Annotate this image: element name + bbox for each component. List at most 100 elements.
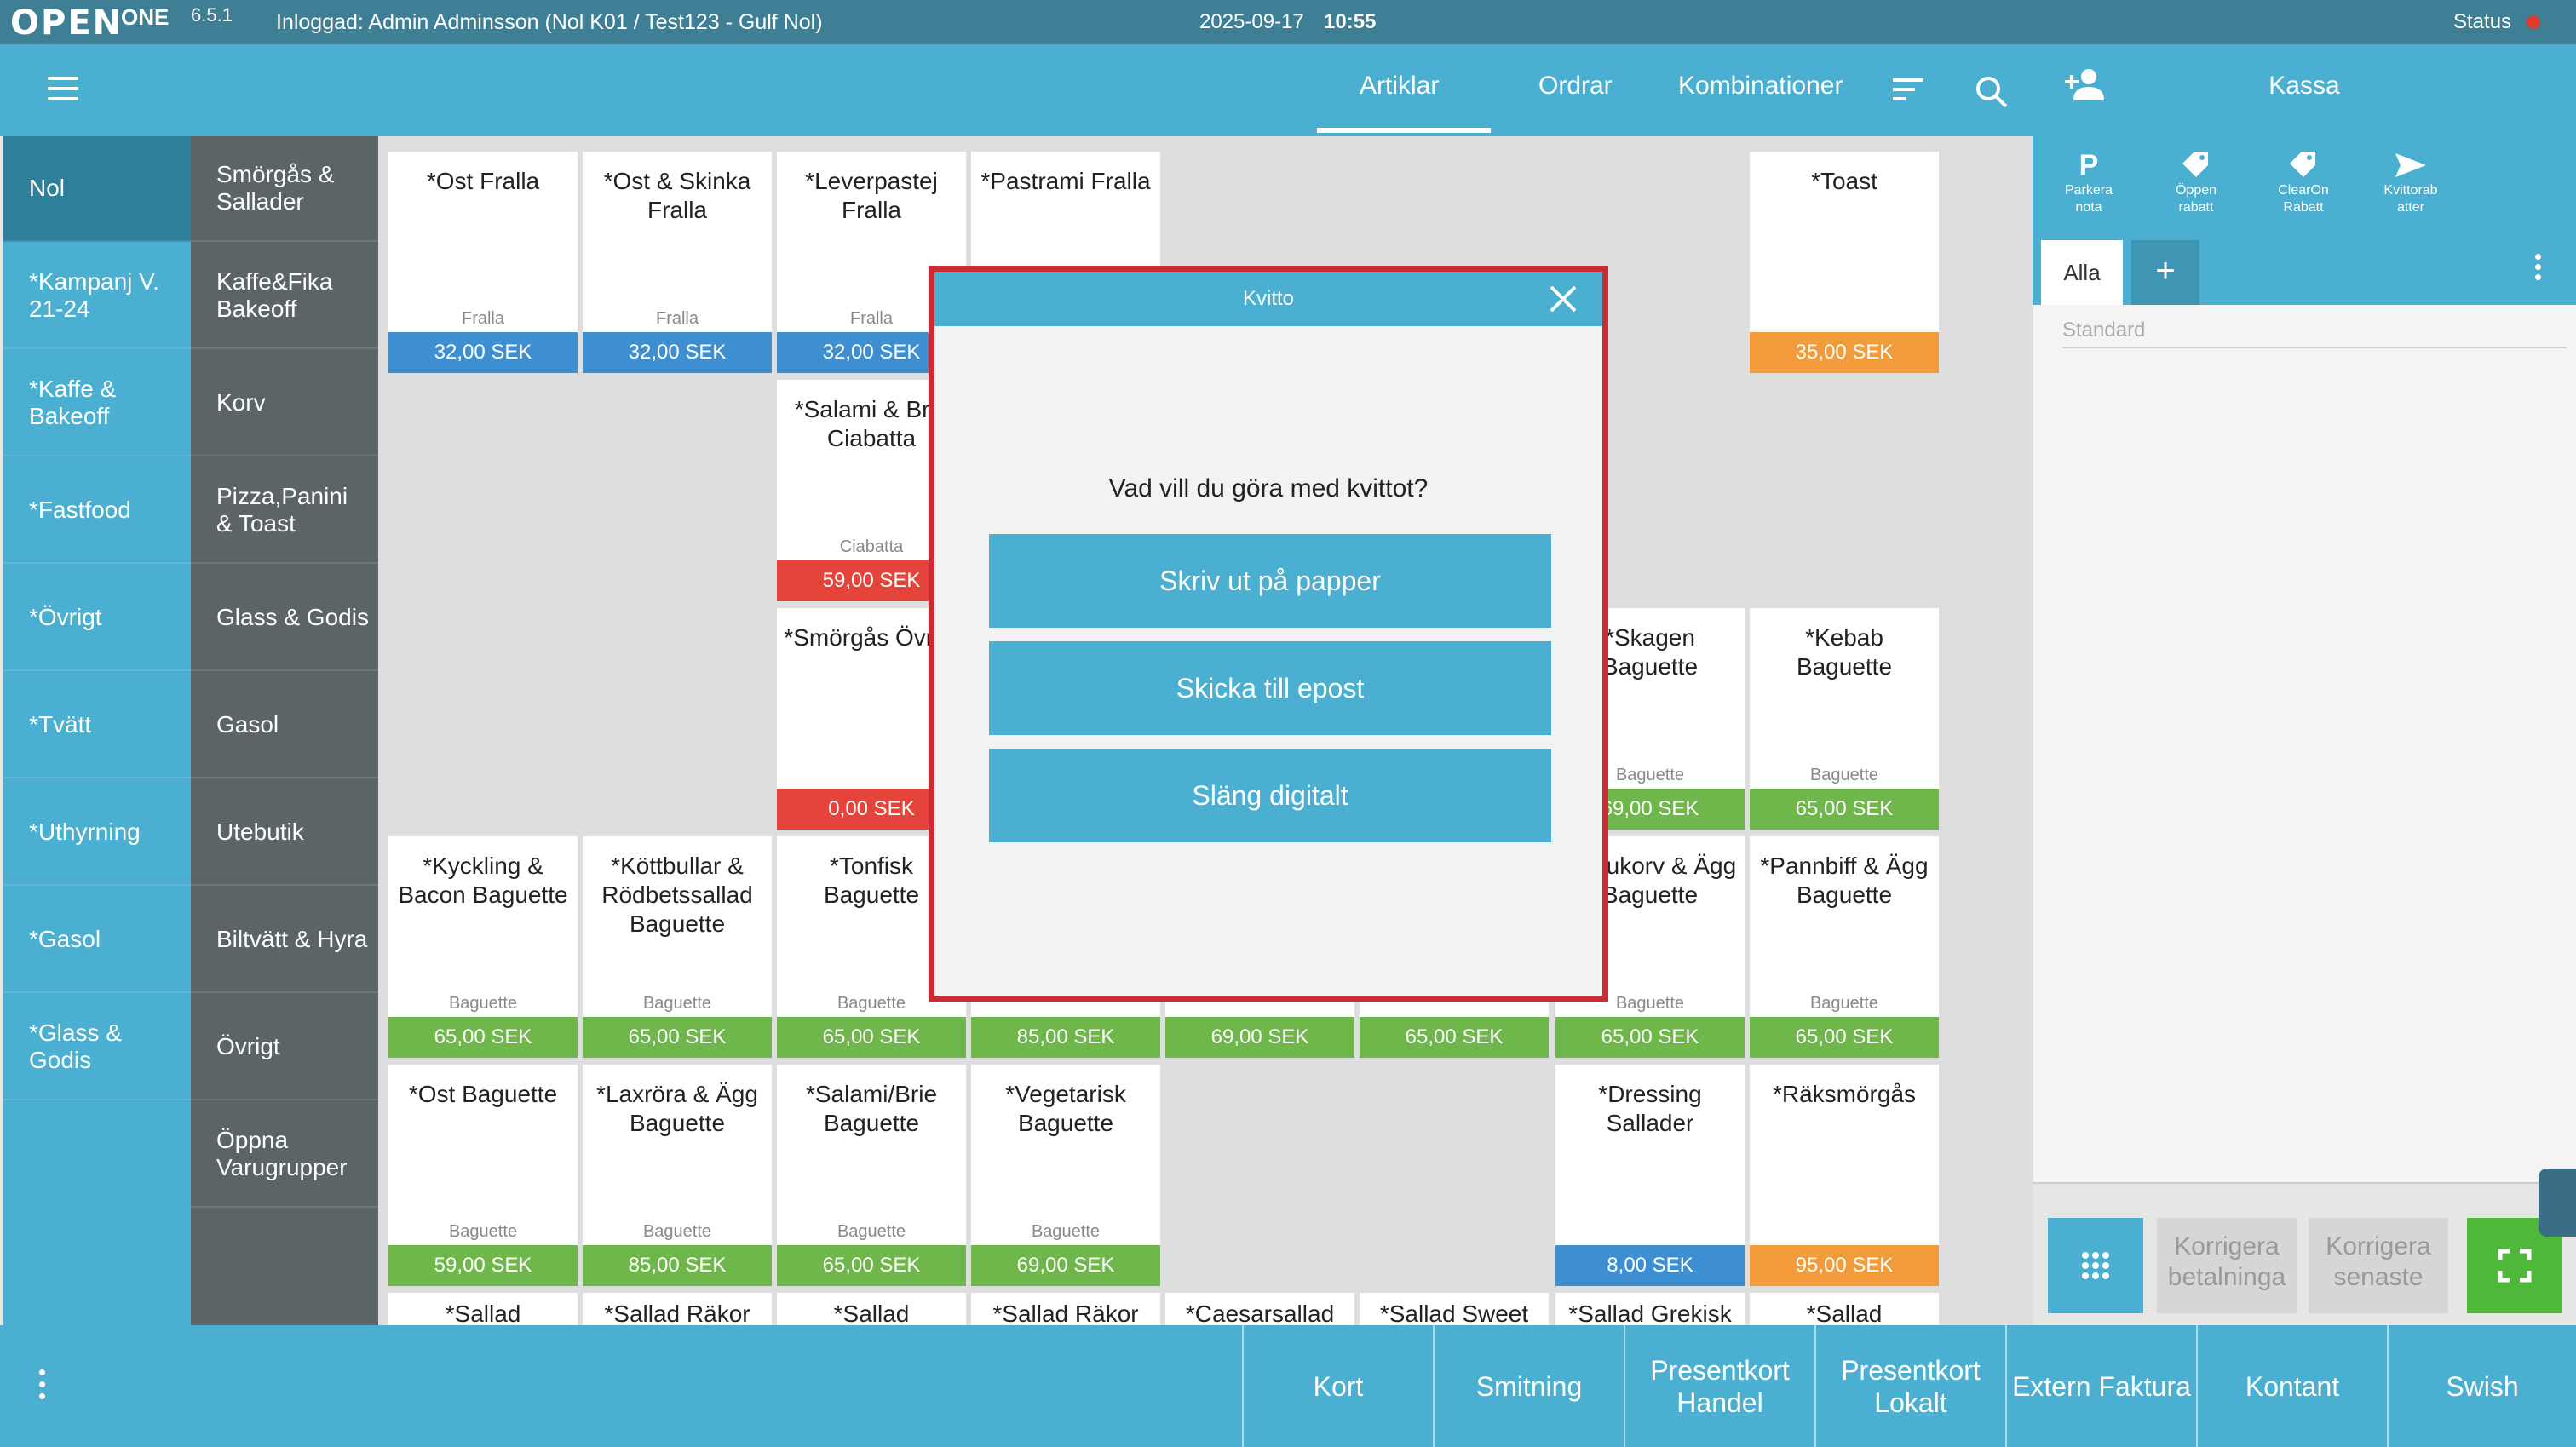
subgroup-item[interactable]: Kaffe&Fika Bakeoff <box>191 244 378 349</box>
product-tile[interactable]: *Salami/Brie Baguette Baguette 65,00 SEK <box>777 1065 966 1286</box>
price-bar: 69,00 SEK <box>1165 1017 1354 1058</box>
group-item[interactable]: *Övrigt <box>3 566 191 671</box>
price-bar: 65,00 SEK <box>777 1245 966 1286</box>
version: 6.5.1 <box>191 4 233 26</box>
subgroup-item[interactable]: Glass & Godis <box>191 566 378 671</box>
kassa-tabs: Alla + <box>2033 235 2576 305</box>
pay-extern-faktura-button[interactable]: Extern Faktura <box>2005 1325 2196 1447</box>
subgroup-item[interactable]: Smörgås & Sallader <box>191 136 378 242</box>
product-tile[interactable]: *Vegetarisk Baguette Baguette 69,00 SEK <box>971 1065 1160 1286</box>
park-note-button[interactable]: P Parkera nota <box>2046 148 2131 216</box>
receipt-area: Standard <box>2033 305 2576 1182</box>
clearon-discount-button[interactable]: ClearOn Rabatt <box>2261 148 2346 216</box>
product-tile[interactable]: *Sallad <box>1750 1293 1939 1325</box>
product-tile[interactable]: *Pannbiff & Ägg Baguette Baguette 65,00 SE… <box>1750 836 1939 1058</box>
product-tile[interactable]: *Laxröra & Ägg Baguette Baguette 85,00 SEK <box>583 1065 772 1286</box>
close-icon[interactable] <box>1548 284 1578 314</box>
product-tile[interactable]: *Ost Fralla Fralla 32,00 SEK <box>388 152 578 373</box>
correct-latest-button[interactable]: Korrigera senaste <box>2309 1218 2448 1313</box>
subgroup-item[interactable]: Korv <box>191 351 378 456</box>
product-tile[interactable]: *Leverpastej Fralla Fralla 32,00 SEK <box>777 152 966 373</box>
time: 10:55 <box>1324 10 1377 33</box>
discard-receipt-button[interactable]: Släng digitalt <box>989 749 1551 842</box>
subgroup-item[interactable]: Pizza,Panini & Toast <box>191 458 378 564</box>
product-tile[interactable]: *Kebab Baguette Baguette 65,00 SEK <box>1750 608 1939 830</box>
group-item[interactable]: *Kampanj V. 21-24 <box>3 244 191 349</box>
add-customer-icon[interactable] <box>2063 68 2106 102</box>
open-discount-button[interactable]: Öppen rabatt <box>2153 148 2239 216</box>
kassa-title: Kassa <box>2268 72 2340 100</box>
tab-ordrar[interactable]: Ordrar <box>1538 72 1613 100</box>
product-tile[interactable]: *Sallad <box>777 1293 966 1325</box>
sort-filter-icon[interactable] <box>1893 78 1923 104</box>
pay-kontant-button[interactable]: Kontant <box>2196 1325 2387 1447</box>
group-item[interactable]: *Glass & Godis <box>3 995 191 1100</box>
pay-presentkort-lokalt-button[interactable]: Presentkort Lokalt <box>1814 1325 2005 1447</box>
teamviewer-handle[interactable] <box>2539 1169 2576 1237</box>
fullscreen-icon <box>2498 1249 2532 1283</box>
more-options-icon[interactable] <box>2535 254 2542 284</box>
product-tile[interactable]: *Sallad Räkor <box>583 1293 772 1325</box>
product-tile[interactable]: *Ost Baguette Baguette 59,00 SEK <box>388 1065 578 1286</box>
product-tile[interactable]: *Sallad Sweet <box>1360 1293 1549 1325</box>
send-icon <box>2395 153 2426 177</box>
search-icon[interactable] <box>1975 75 2009 109</box>
receipt-discount-button[interactable]: Kvittorab atter <box>2368 148 2453 216</box>
price-bar: 65,00 SEK <box>1750 1017 1939 1058</box>
pay-presentkort-handel-button[interactable]: Presentkort Handel <box>1624 1325 1814 1447</box>
subgroup-item[interactable]: Öppna Varugrupper <box>191 1102 378 1208</box>
product-tile[interactable]: *Kyckling & Bacon Baguette Baguette 65,00 … <box>388 836 578 1058</box>
price-bar: 65,00 SEK <box>388 1017 578 1058</box>
pay-kort-button[interactable]: Kort <box>1242 1325 1433 1447</box>
hamburger-menu-icon[interactable] <box>48 77 78 102</box>
price-bar: 65,00 SEK <box>1555 1017 1745 1058</box>
date: 2025-09-17 <box>1199 10 1304 33</box>
email-receipt-button[interactable]: Skicka till epost <box>989 641 1551 735</box>
group-item[interactable]: *Gasol <box>3 887 191 993</box>
subgroup-item[interactable]: Övrigt <box>191 995 378 1100</box>
status-label[interactable]: Status <box>2453 10 2512 33</box>
active-tab-indicator <box>1317 128 1491 133</box>
product-tile[interactable]: *Caesarsallad <box>1165 1293 1354 1325</box>
kassa-footer: Korrigera betalninga Korrigera senaste <box>2033 1182 2576 1325</box>
status-indicator <box>2527 15 2540 29</box>
keypad-button[interactable] <box>2048 1218 2143 1313</box>
product-tile[interactable]: *Räksmörgås 95,00 SEK <box>1750 1065 1939 1286</box>
pay-swish-button[interactable]: Swish <box>2387 1325 2576 1447</box>
group-item[interactable]: *Fastfood <box>3 458 191 564</box>
more-options-icon[interactable] <box>39 1369 46 1405</box>
product-tile[interactable]: *Sallad Räkor <box>971 1293 1160 1325</box>
group-nol[interactable]: Nol <box>3 136 191 242</box>
open-logo: OPEN <box>10 3 124 43</box>
correct-payment-button[interactable]: Korrigera betalninga <box>2157 1218 2297 1313</box>
tag-icon <box>2182 152 2208 177</box>
tab-alla[interactable]: Alla <box>2041 240 2123 305</box>
product-tile[interactable]: *Ost & Skinka Fralla Fralla 32,00 SEK <box>583 152 772 373</box>
price-bar: 8,00 SEK <box>1555 1245 1745 1286</box>
subgroup-item[interactable]: Biltvätt & Hyra <box>191 887 378 993</box>
product-tile[interactable]: *Toast 35,00 SEK <box>1750 152 1939 373</box>
kassa-toolbar: P Parkera nota Öppen rabatt ClearOn Rabatt … <box>2033 136 2576 235</box>
receipt-dialog: Kvitto Vad vill du göra med kvittot? Skr… <box>929 266 1608 1002</box>
tab-artiklar[interactable]: Artiklar <box>1360 72 1440 100</box>
group-item[interactable]: *Uthyrning <box>3 780 191 886</box>
print-receipt-button[interactable]: Skriv ut på papper <box>989 534 1551 628</box>
subgroup-item[interactable]: Utebutik <box>191 780 378 886</box>
product-tile[interactable]: *Dressing Sallader 8,00 SEK <box>1555 1065 1745 1286</box>
price-bar: 95,00 SEK <box>1750 1245 1939 1286</box>
add-tab-button[interactable]: + <box>2131 240 2199 305</box>
price-bar: 65,00 SEK <box>1750 789 1939 830</box>
product-tile[interactable]: *Köttbullar & Rödbetssallad Baguette Bagu… <box>583 836 772 1058</box>
price-list-label: Standard <box>2062 319 2567 348</box>
pay-smitning-button[interactable]: Smitning <box>1433 1325 1624 1447</box>
price-bar: 65,00 SEK <box>777 1017 966 1058</box>
group-item[interactable]: *Kaffe & Bakeoff <box>3 351 191 456</box>
group-item[interactable]: *Tvätt <box>3 673 191 778</box>
subgroup-item[interactable]: Gasol <box>191 673 378 778</box>
price-bar: 65,00 SEK <box>1360 1017 1549 1058</box>
parking-icon: P <box>2079 149 2099 181</box>
product-tile[interactable]: *Sallad Grekisk <box>1555 1293 1745 1325</box>
tab-kombinationer[interactable]: Kombinationer <box>1678 72 1843 100</box>
product-tile[interactable]: *Sallad <box>388 1293 578 1325</box>
login-info: Inloggad: Admin Adminsson (Nol K01 / Tes… <box>276 10 823 34</box>
